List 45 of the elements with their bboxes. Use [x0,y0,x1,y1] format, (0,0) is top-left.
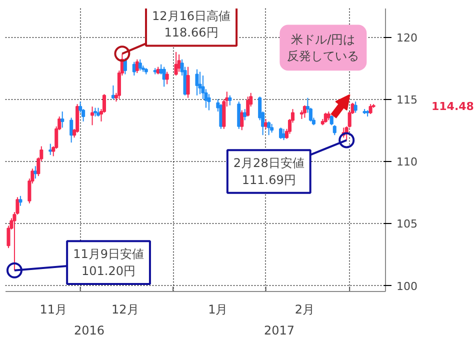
candlestick [246,96,250,117]
candlestick [90,106,94,126]
candlestick [34,166,38,180]
candlestick [354,101,358,114]
x-tick-label: 1月 [208,302,228,316]
candlestick [123,58,127,75]
candlestick [264,118,268,130]
candlestick [177,54,181,72]
y-tick-label: 105 [396,218,418,231]
candlestick [138,58,142,72]
candlestick [267,120,271,136]
candlestick [368,104,372,115]
candlestick [198,71,202,95]
y-tick-label: 115 [396,94,418,107]
candlestick [135,58,139,74]
text: 114.48 [432,100,474,114]
annotation: 11月9日安値 101.20円 [73,247,144,278]
candlestick [70,117,74,144]
candlestick [186,66,190,98]
candlestick [324,112,328,124]
annotation: 米ドル/円は反発している [287,32,360,64]
candlestick [330,114,334,126]
y-tick-label: 110 [396,156,418,169]
candlestick [302,104,306,118]
candlestick [279,127,283,140]
annotation: 12月16日高値 118.66円 [152,8,231,40]
candlestick [162,66,166,88]
candlestick [18,195,22,206]
y-tick-label: 100 [396,280,418,293]
candlestick [60,111,64,128]
x-tick-label: 2月 [294,302,315,316]
text: 2016 [74,324,105,337]
text: 2017 [264,324,295,337]
y-tick-label: 120 [396,32,418,45]
candlestick [228,94,232,106]
candlestick [174,51,178,76]
x-tick-label: 11月 [40,302,68,316]
x-tick-label: 12月 [112,302,139,316]
candlestick [332,124,336,136]
candlestick [240,110,244,131]
annotation: 2月28日安値 111.69円 [233,156,304,187]
candlestick [195,68,199,96]
candlestick [237,101,241,130]
candlestick [165,71,169,85]
candlestick [111,84,115,100]
